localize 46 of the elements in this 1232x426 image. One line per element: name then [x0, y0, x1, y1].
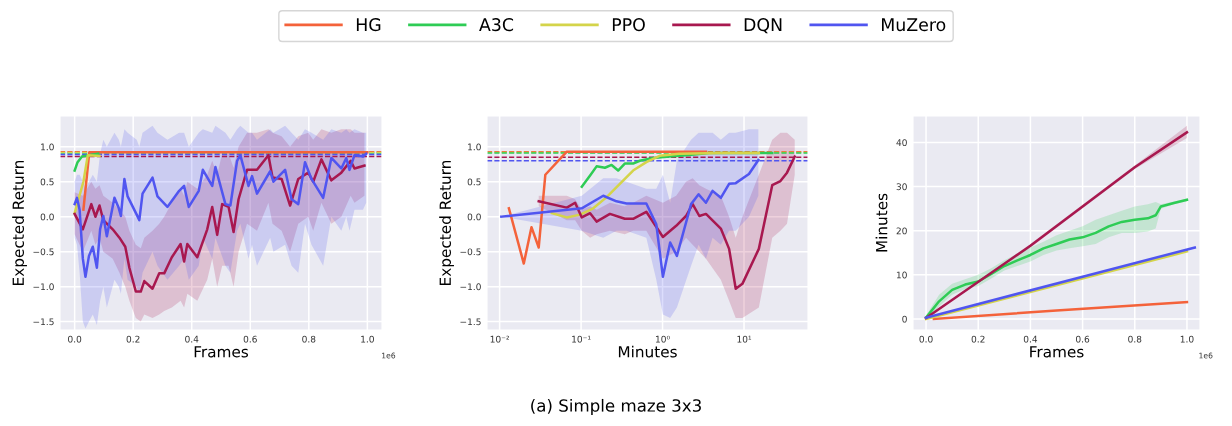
- x-tick-label: 0.6: [243, 335, 257, 343]
- legend-label: A3C: [479, 18, 514, 32]
- y-tick-label: 0.0: [467, 213, 481, 221]
- y-tick-label: 0: [902, 315, 907, 323]
- legend-label: PPO: [612, 18, 645, 32]
- y-tick-label: −0.5: [33, 248, 54, 256]
- y-tick-label: 1.0: [468, 143, 481, 151]
- x-tick-label: 10⁻¹: [572, 335, 591, 343]
- x-tick-label: 0.4: [1023, 335, 1038, 343]
- y-tick-label: 0.0: [40, 213, 54, 221]
- y-tick-label: −1.5: [460, 318, 481, 326]
- x-tick-label: 0.4: [185, 335, 199, 343]
- legend-label: MuZero: [882, 18, 946, 32]
- y-axis-title: Expected Return: [12, 160, 27, 285]
- x-tick-label: 0.0: [68, 335, 82, 343]
- x-tick-label: 10¹: [737, 335, 752, 343]
- x-tick-label: 0.8: [302, 335, 316, 343]
- y-tick-label: −1.5: [33, 318, 54, 326]
- y-tick-label: 10: [896, 271, 907, 279]
- x-tick-label: 1.0: [361, 335, 374, 343]
- y-tick-label: 0.5: [467, 178, 481, 186]
- legend-label: DQN: [744, 18, 782, 34]
- y-tick-label: 30: [896, 183, 907, 191]
- x-tick-label: 10⁻²: [490, 335, 509, 343]
- x-axis-title: Minutes: [618, 345, 677, 358]
- x-axis-title: Frames: [1030, 346, 1084, 358]
- x-axis-title: Frames: [194, 346, 249, 358]
- x-tick-label: 0.0: [919, 335, 933, 343]
- y-tick-label: −1.0: [33, 283, 54, 291]
- y-tick-label: −0.5: [460, 248, 481, 256]
- y-tick-label: 20: [896, 227, 907, 235]
- y-tick-label: 1.0: [41, 143, 54, 151]
- y-tick-label: −1.0: [460, 283, 481, 291]
- y-axis-title: Expected Return: [439, 160, 454, 285]
- text: (a) Simple maze 3x3: [531, 398, 701, 416]
- y-axis-title: Minutes: [875, 193, 888, 252]
- y-tick-label: 0.5: [40, 178, 54, 186]
- line-series: [73, 153, 101, 215]
- x-tick-label: 0.2: [971, 335, 985, 343]
- y-tick-label: 40: [896, 139, 907, 147]
- x-tick-label: 10⁰: [655, 335, 670, 343]
- x-tick-label: 0.6: [1076, 335, 1090, 343]
- x-tick-label: 0.8: [1128, 335, 1142, 343]
- x-tick-label: 1.0: [1180, 335, 1194, 343]
- x-tick-label: 0.2: [126, 335, 140, 343]
- legend-label: HG: [356, 18, 381, 32]
